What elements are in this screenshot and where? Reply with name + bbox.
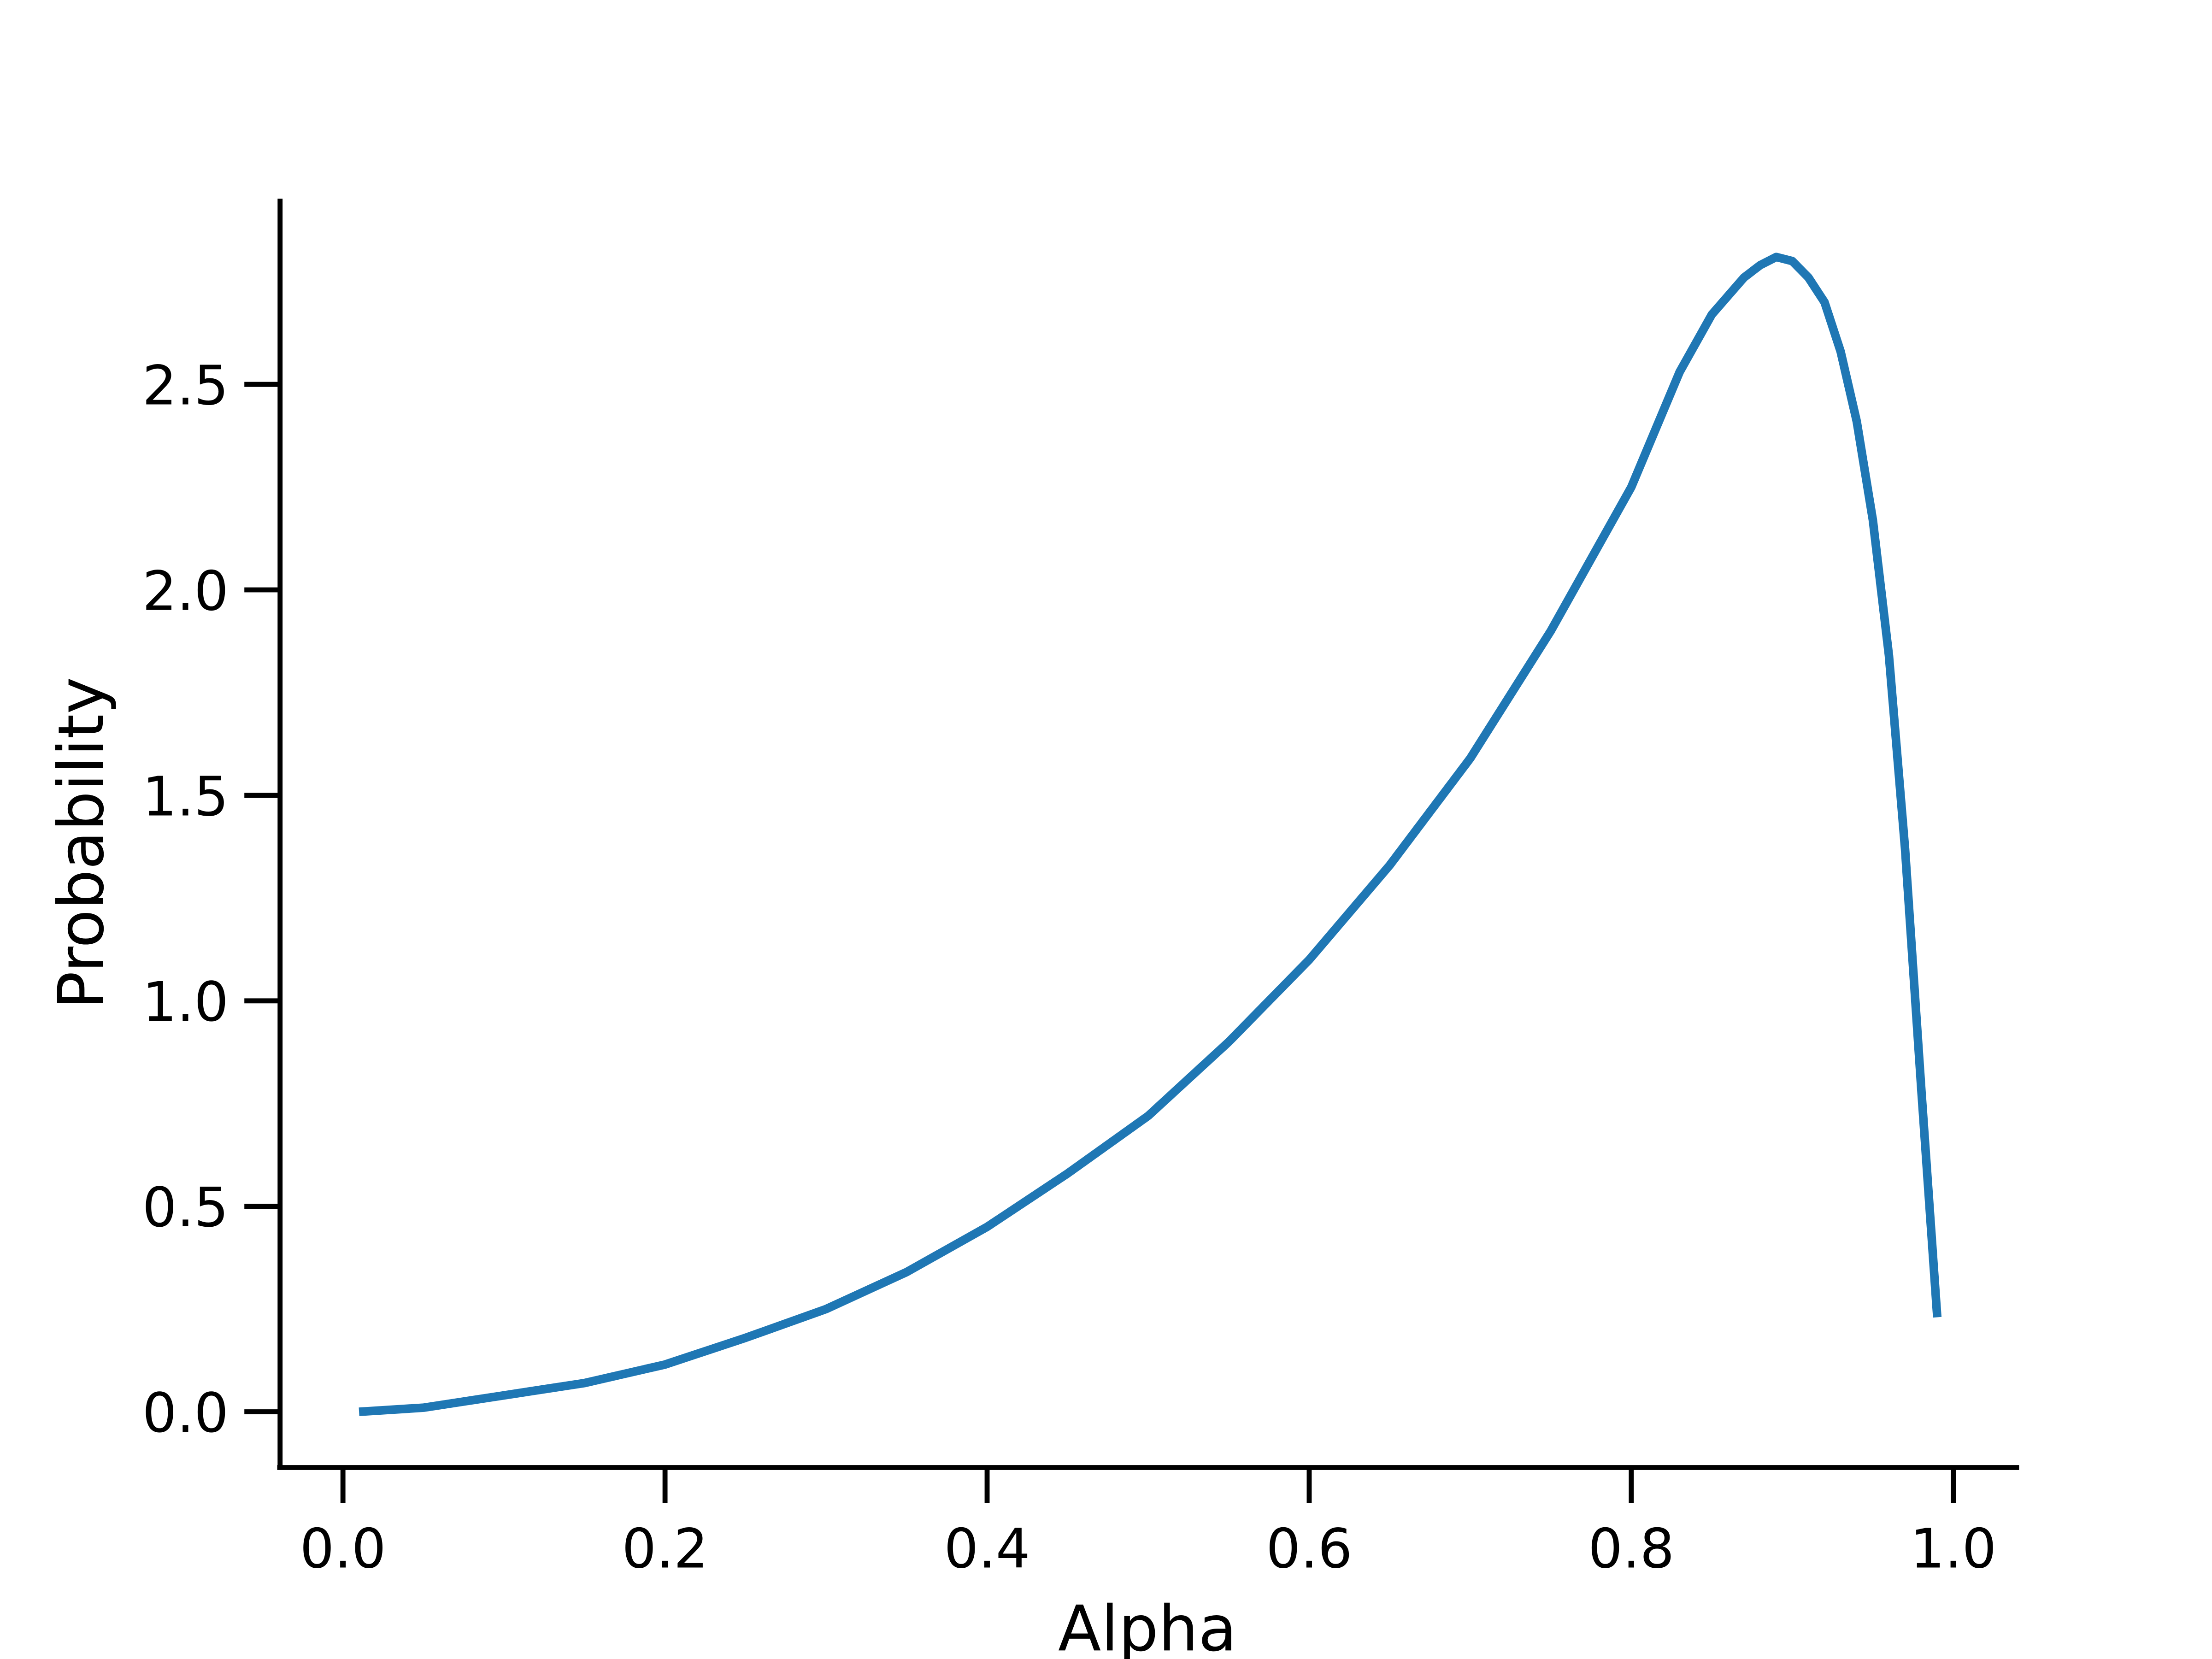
y-tick-label: 2.0: [142, 559, 229, 623]
y-tick-label: 2.5: [142, 354, 229, 418]
y-axis-label: Probability: [45, 677, 118, 1009]
x-axis-label: Alpha: [1058, 1592, 1237, 1659]
series-line: [359, 253, 1942, 1416]
y-tick-label: 1.5: [142, 765, 229, 828]
y-tick-label: 0.5: [142, 1176, 229, 1239]
y-tick-label: 1.0: [142, 971, 229, 1034]
y-tick-label: 0.0: [142, 1382, 229, 1445]
x-tick-label: 1.0: [1910, 1518, 1996, 1581]
x-ticks: 0.0 0.2 0.4 0.6 0.8 1.0: [300, 1467, 1996, 1581]
y-ticks: 0.0 0.5 1.0 1.5 2.0 2.5: [142, 354, 280, 1445]
x-tick-label: 0.8: [1588, 1518, 1674, 1581]
x-tick-label: 0.0: [300, 1518, 386, 1581]
x-tick-label: 0.6: [1266, 1518, 1352, 1581]
axes: [277, 199, 2019, 1470]
x-tick-label: 0.4: [944, 1518, 1030, 1581]
x-tick-label: 0.2: [622, 1518, 708, 1581]
